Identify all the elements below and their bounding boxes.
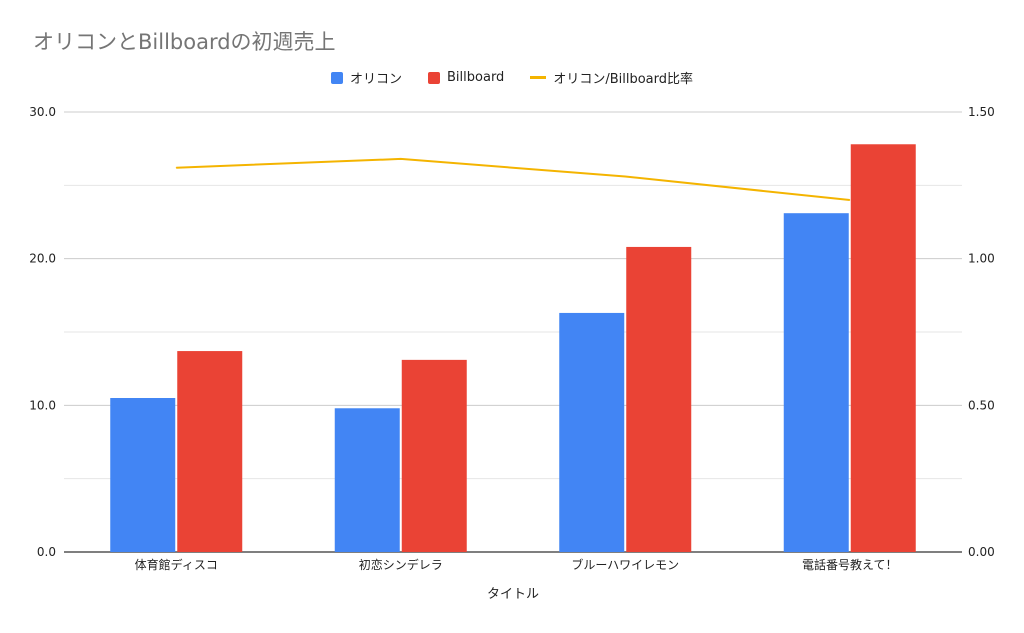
bar-billboard [850,144,916,552]
chart-title: オリコンとBillboardの初週売上 [33,30,336,54]
x-axis-title: タイトル [487,587,539,602]
y2-tick-label: 0.50 [968,398,995,412]
x-tick-label: 体育館ディスコ [135,557,218,572]
y2-tick-label: 1.00 [968,252,995,266]
legend-swatch-billboard [428,71,441,84]
bar-billboard [626,246,692,552]
y-tick-label: 10.0 [29,398,56,412]
ratio-point [624,176,626,178]
legend-swatch-oricon [331,71,343,84]
legend-item-billboard[interactable]: Billboard [428,68,504,87]
x-tick-label: ブルーハワイレモン [571,557,679,572]
legend-item-ratio[interactable]: オリコン/Billboard比率 [530,68,693,87]
bar-oricon [334,408,400,552]
y-tick-label: 20.0 [29,252,56,266]
ratio-point [400,158,402,160]
y-tick-label: 30.0 [29,105,56,119]
bar-billboard [401,359,467,552]
legend-swatch-ratio [530,76,547,79]
x-tick-label: 初恋シンデレラ [359,557,443,572]
y2-tick-label: 1.50 [968,105,995,119]
y-tick-label: 0.0 [37,545,56,559]
ratio-point [175,167,177,169]
legend-label-ratio: オリコン/Billboard比率 [553,72,693,87]
bar-oricon [110,398,176,552]
legend-label-billboard: Billboard [447,70,505,85]
bar-oricon [783,213,849,552]
chart-legend: オリコン Billboard オリコン/Billboard比率 [0,68,1024,87]
legend-item-oricon[interactable]: オリコン [331,68,402,87]
y2-tick-label: 0.00 [968,545,995,559]
legend-label-oricon: オリコン [350,72,403,87]
bar-oricon [559,312,625,552]
bar-billboard [177,351,243,552]
x-tick-label: 電話番号教えて！ [802,557,897,572]
ratio-line [176,157,850,201]
ratio-point [849,199,851,201]
